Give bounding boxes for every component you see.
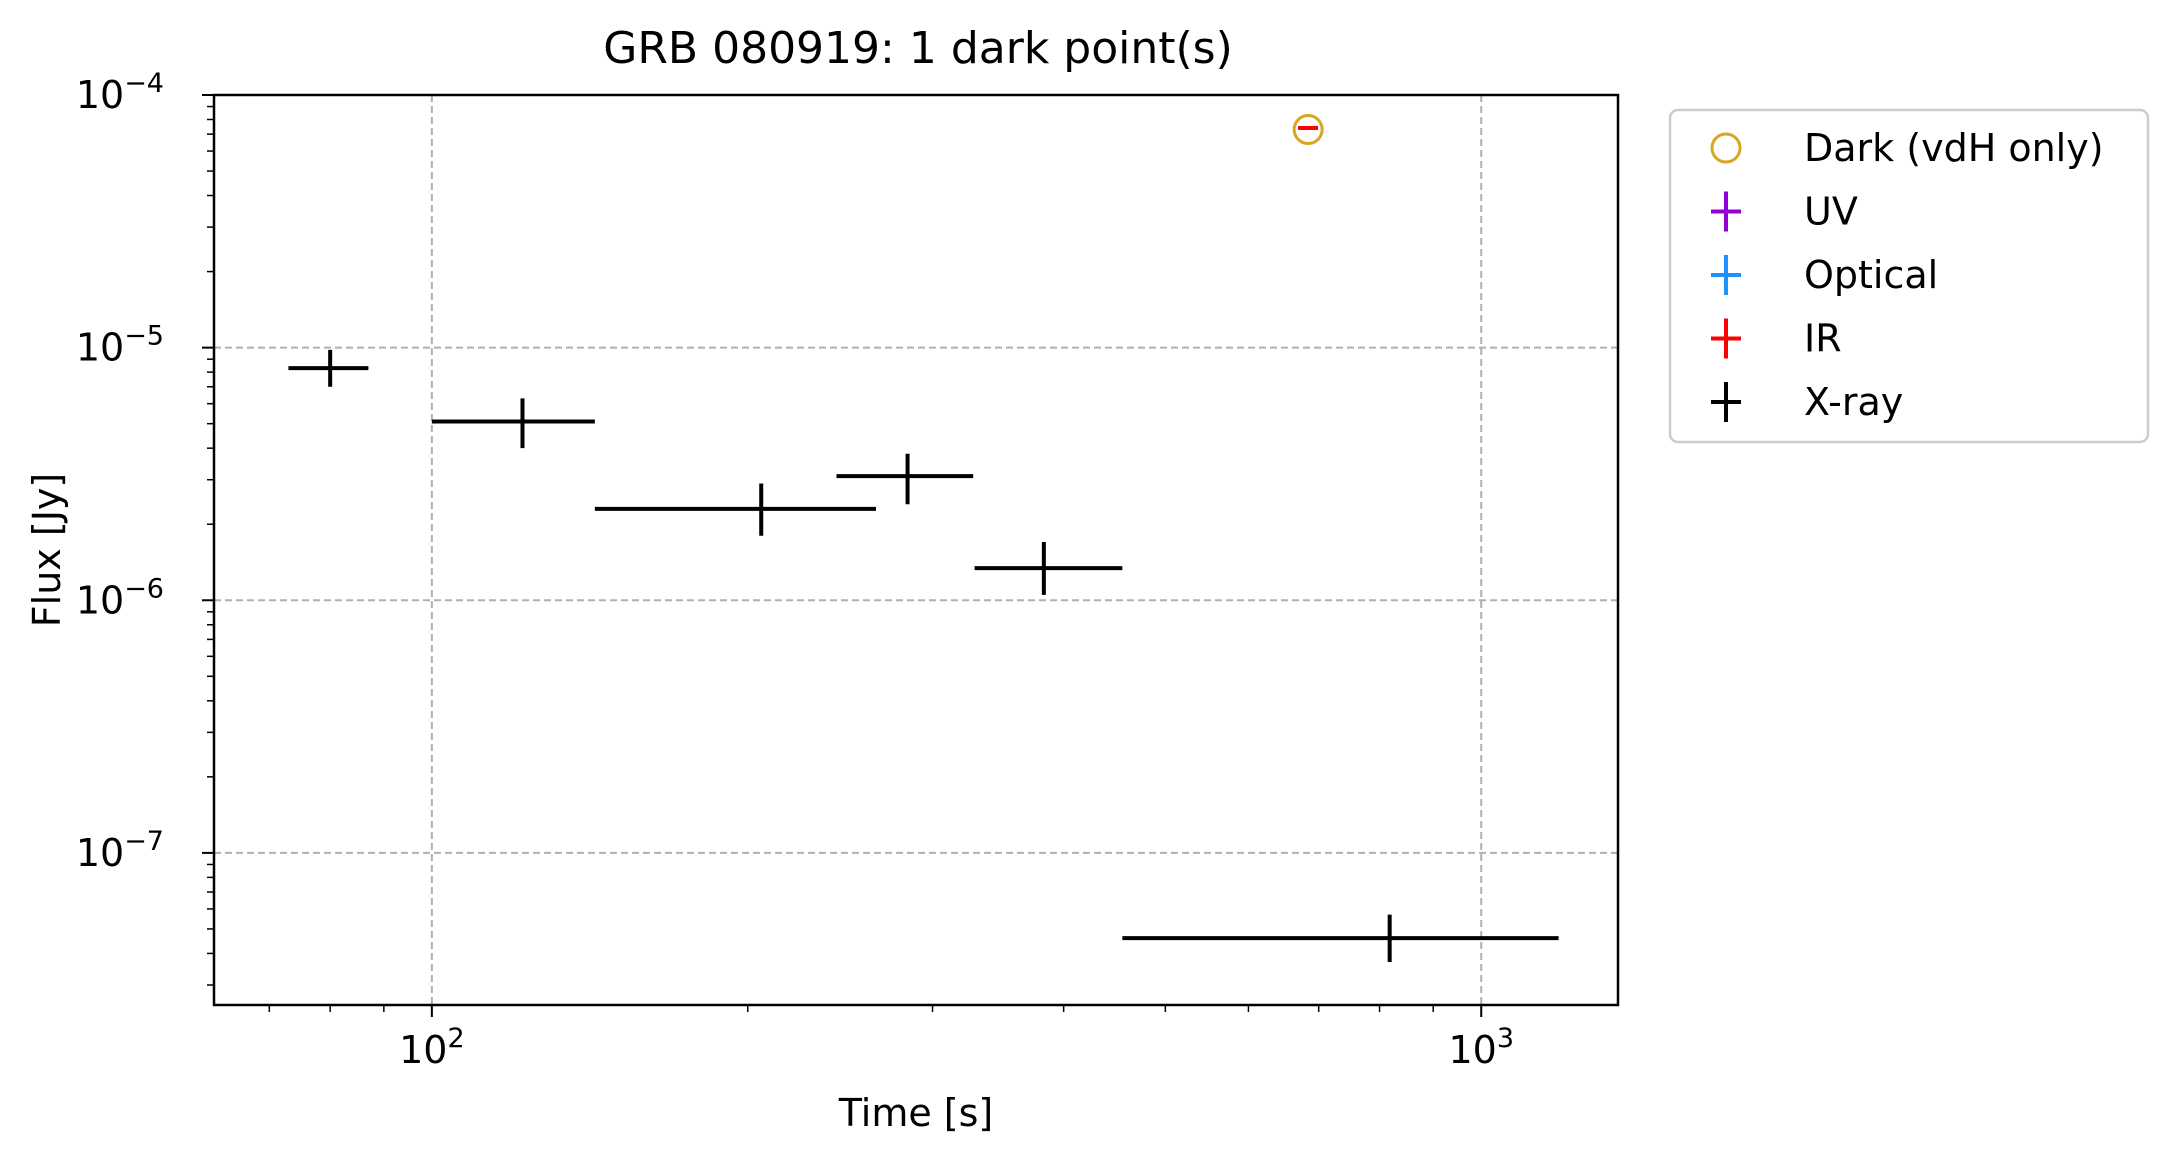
legend-label: IR	[1804, 317, 1842, 361]
legend-label: UV	[1804, 190, 1858, 234]
legend-label: Optical	[1804, 253, 1938, 297]
legend-marker-dark	[1710, 132, 1742, 164]
data-points	[288, 114, 1559, 962]
plot-frame	[212, 93, 1620, 1007]
legend-marker-uv	[1711, 191, 1741, 232]
legend-marker-optical	[1711, 255, 1741, 295]
major-ticks	[202, 94, 1483, 1017]
legend-marker-x-ray	[1711, 382, 1741, 422]
legend-label: Dark (vdH only)	[1804, 126, 2104, 170]
chart-title: GRB 080919: 1 dark point(s)	[603, 23, 1233, 74]
legend-frame	[1668, 108, 2150, 444]
legend-marker-ir	[1711, 318, 1741, 359]
dark-point-marker	[1292, 114, 1324, 146]
y-axis-label: Flux [Jy]	[25, 473, 69, 627]
legend-label: X-ray	[1804, 380, 1903, 424]
x-axis-label: Time [s]	[838, 1091, 994, 1135]
y-tick-label: 10−7	[76, 826, 164, 875]
legend: Dark (vdH only) UV Optical IR X-ray	[1668, 108, 2150, 444]
